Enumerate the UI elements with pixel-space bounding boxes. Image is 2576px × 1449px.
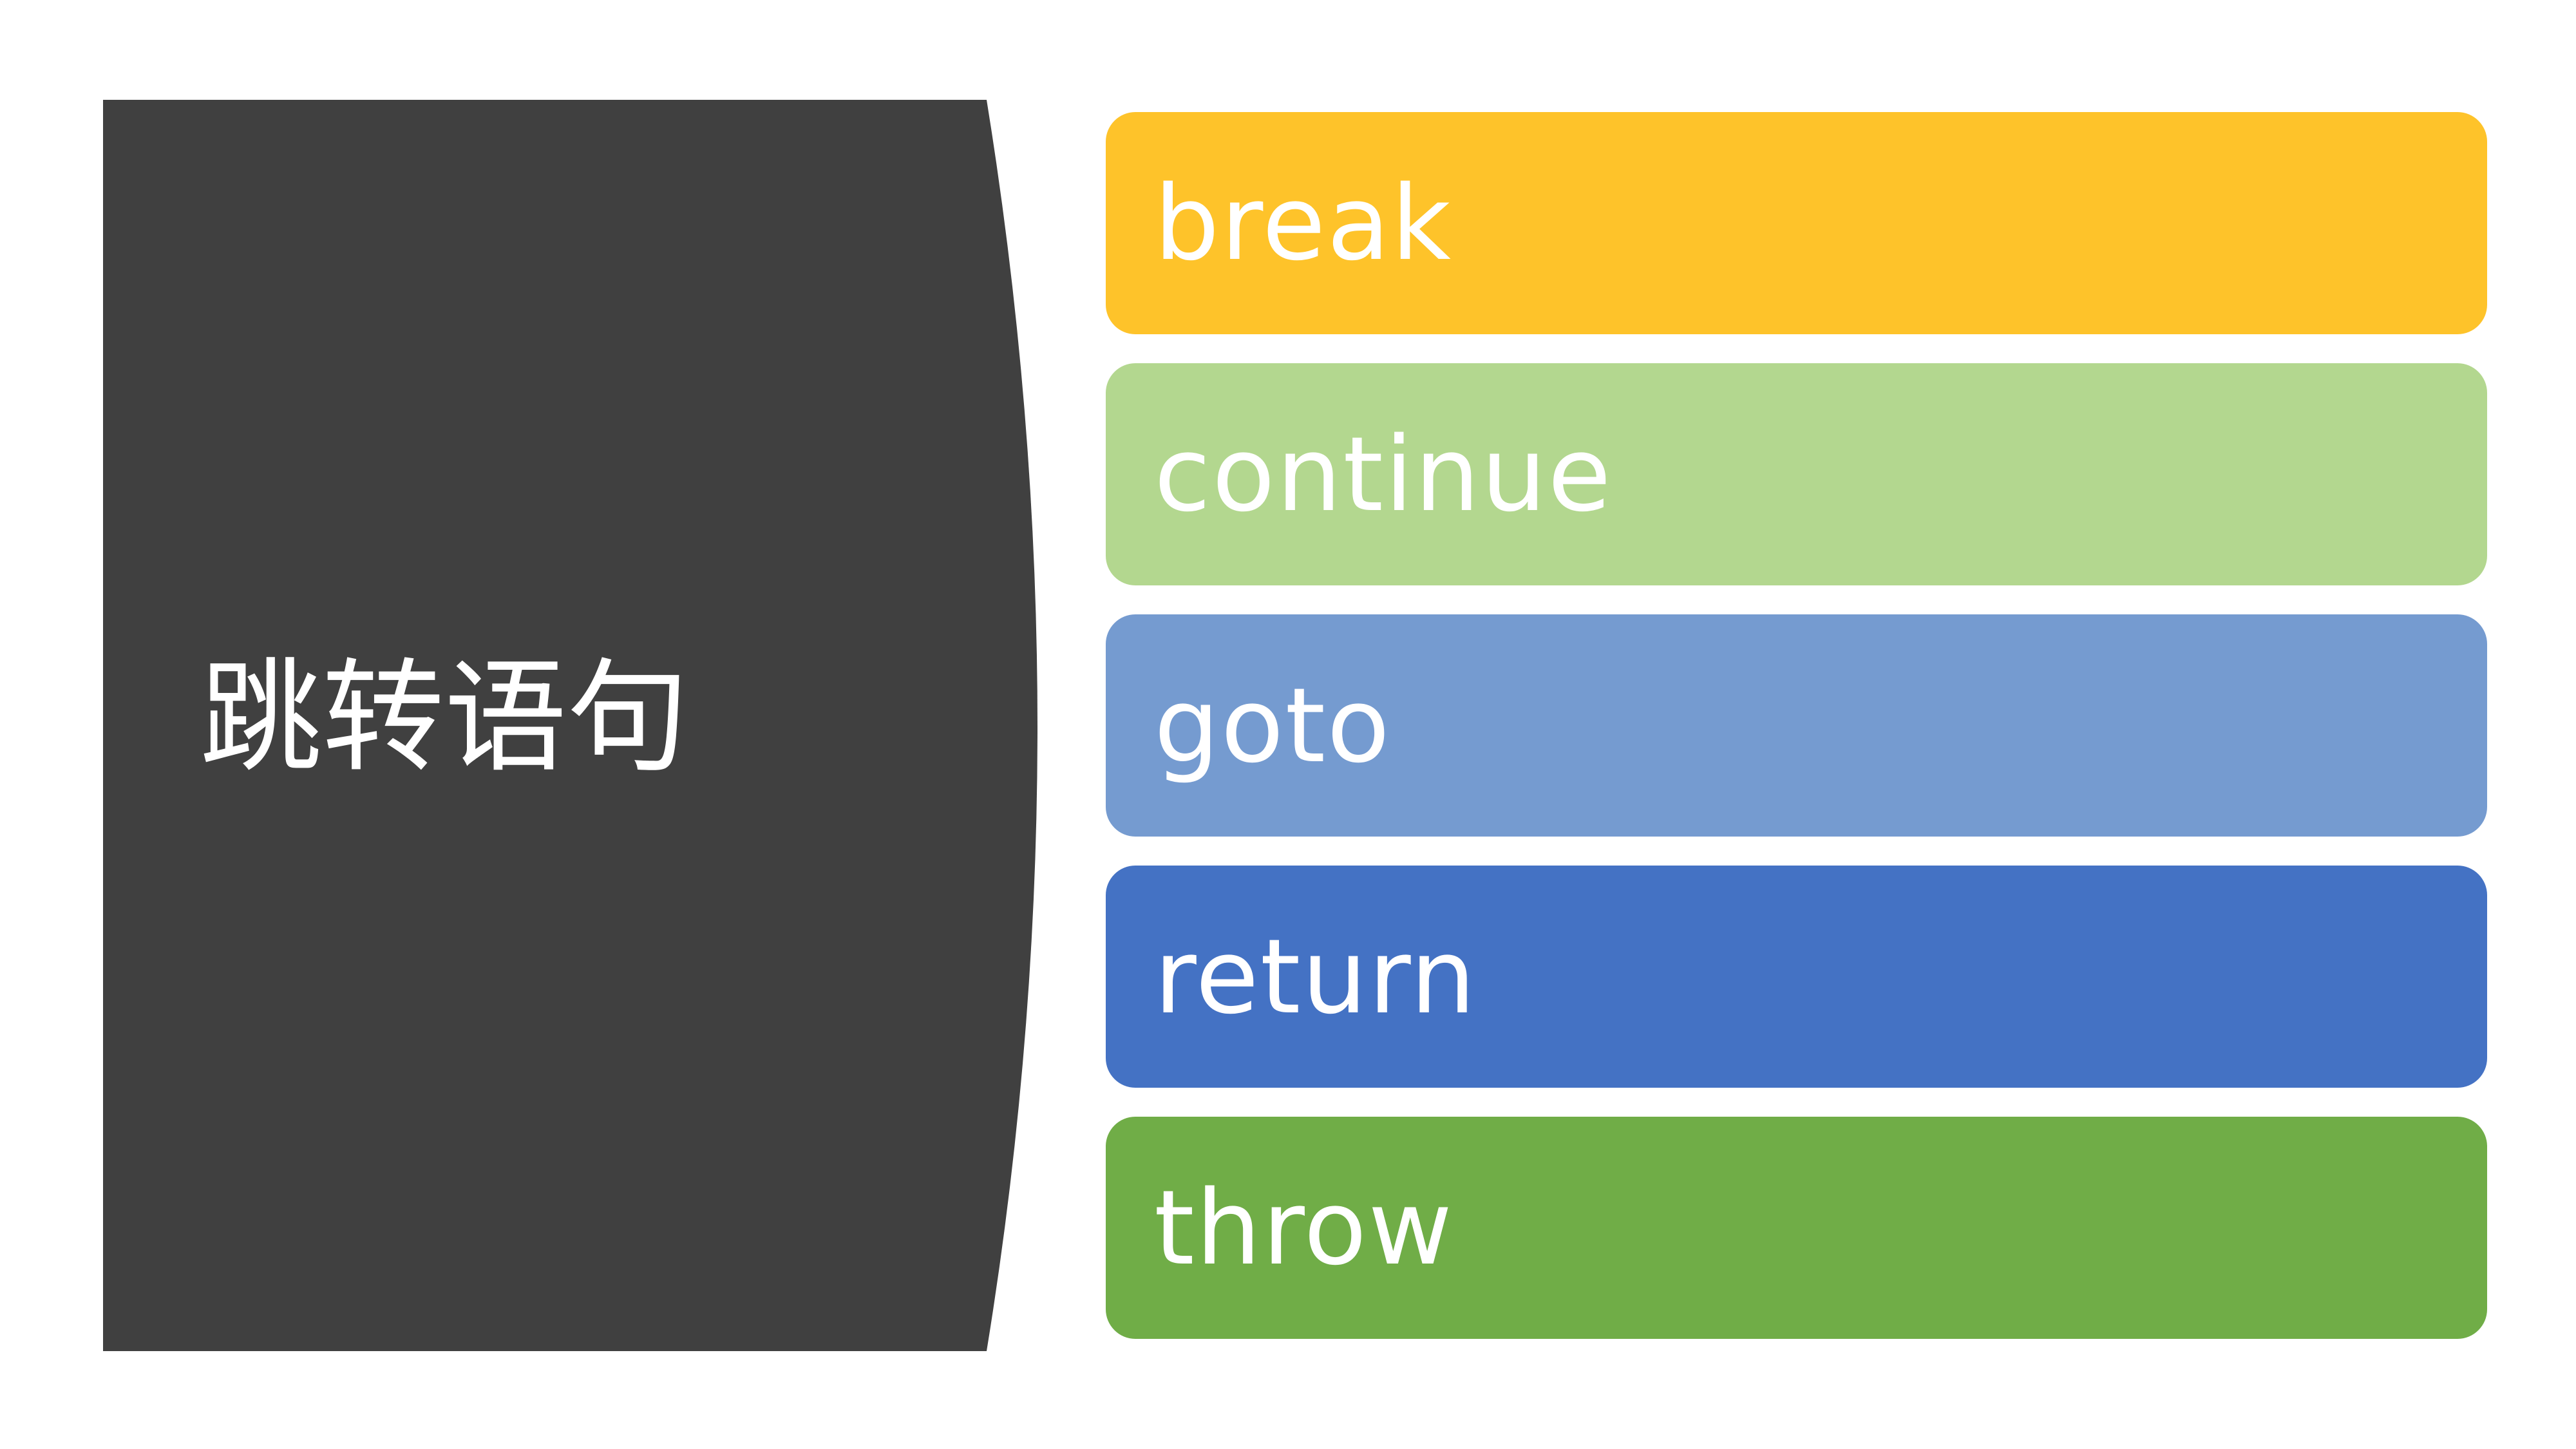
item-return: return [1106,866,2487,1088]
item-goto: goto [1106,614,2487,837]
item-label: return [1154,916,1477,1037]
item-break: break [1106,112,2487,334]
item-label: break [1154,162,1452,283]
item-throw: throw [1106,1117,2487,1339]
item-label: continue [1154,413,1613,535]
title-text: 跳转语句 [200,647,690,789]
item-label: throw [1154,1167,1454,1288]
item-label: goto [1154,665,1392,786]
item-continue: continue [1106,363,2487,585]
